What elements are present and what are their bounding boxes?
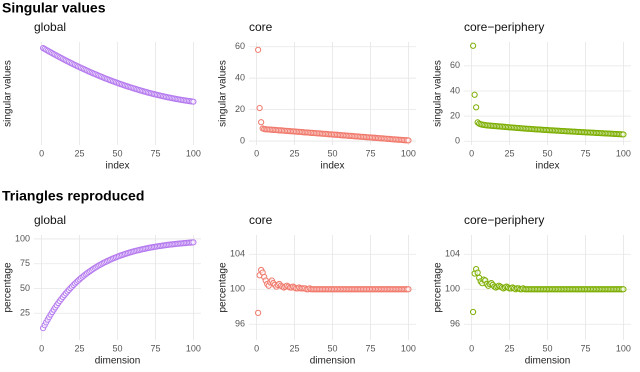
x-tick-label: 75	[580, 343, 590, 353]
panel-title: core−periphery	[464, 213, 544, 227]
x-axis-label: dimension	[310, 356, 356, 367]
point	[190, 98, 197, 105]
x-tick-label: 100	[401, 148, 416, 158]
x-tick-label: 25	[290, 148, 300, 158]
x-axis-label: index	[536, 161, 560, 172]
point	[255, 46, 262, 53]
x-tick-label: 0	[469, 148, 474, 158]
x-tick-label: 25	[505, 343, 515, 353]
y-tick-label: 75	[20, 258, 30, 268]
x-tick-label: 100	[616, 148, 631, 158]
point	[255, 309, 262, 316]
y-tick-label: 60	[235, 41, 245, 51]
x-tick-label: 25	[505, 148, 515, 158]
x-axis-label: index	[106, 161, 130, 172]
x-tick-label: 0	[469, 343, 474, 353]
x-tick-label: 0	[39, 148, 44, 158]
point	[620, 131, 627, 138]
x-axis-label: dimension	[95, 356, 141, 367]
panel-title: global	[34, 20, 66, 34]
y-axis-label: percentage	[433, 262, 444, 312]
y-tick-label: 60	[450, 60, 460, 70]
point	[620, 286, 627, 293]
x-tick-label: 25	[75, 148, 85, 158]
x-tick-label: 50	[542, 148, 552, 158]
point	[405, 286, 412, 293]
x-tick-label: 50	[327, 343, 337, 353]
x-tick-label: 100	[186, 343, 201, 353]
point	[471, 91, 478, 98]
x-axis-label: dimension	[525, 356, 571, 367]
y-tick-label: 104	[445, 249, 460, 259]
x-tick-label: 50	[112, 148, 122, 158]
y-tick-label: 0	[455, 136, 460, 146]
point	[190, 239, 197, 246]
y-axis-label: percentage	[3, 262, 14, 312]
y-tick-label: 0	[240, 135, 245, 145]
panel-title: core−periphery	[464, 20, 544, 34]
x-tick-label: 50	[542, 343, 552, 353]
y-tick-label: 100	[445, 284, 460, 294]
x-tick-label: 75	[580, 148, 590, 158]
y-tick-label: 100	[15, 233, 30, 243]
y-tick-label: 40	[450, 85, 460, 95]
point	[256, 104, 263, 112]
section-heading: Triangles reproduced	[2, 188, 144, 204]
x-tick-label: 50	[112, 343, 122, 353]
x-tick-label: 100	[186, 148, 201, 158]
y-tick-label: 50	[20, 283, 30, 293]
y-tick-label: 100	[230, 284, 245, 294]
x-tick-label: 100	[401, 343, 416, 353]
point	[258, 119, 265, 126]
panel-title: global	[34, 213, 66, 227]
y-tick-label: 40	[235, 73, 245, 83]
point	[474, 269, 481, 276]
x-axis-label: index	[321, 161, 345, 172]
x-tick-label: 25	[290, 343, 300, 353]
y-tick-label: 20	[450, 110, 460, 120]
y-tick-label: 104	[230, 249, 245, 259]
x-tick-label: 0	[254, 148, 259, 158]
x-tick-label: 50	[327, 148, 337, 158]
point	[470, 308, 477, 316]
y-axis-label: singular values	[218, 60, 229, 127]
x-tick-label: 0	[254, 343, 259, 353]
y-axis-label: singular values	[433, 60, 444, 127]
x-tick-label: 75	[365, 148, 375, 158]
y-tick-label: 25	[20, 308, 30, 318]
y-tick-label: 96	[235, 319, 245, 329]
panel-title: core	[249, 213, 273, 227]
y-axis-label: percentage	[218, 262, 229, 312]
x-tick-label: 75	[150, 148, 160, 158]
x-tick-label: 75	[150, 343, 160, 353]
x-tick-label: 75	[365, 343, 375, 353]
x-tick-label: 25	[75, 343, 85, 353]
y-tick-label: 96	[450, 319, 460, 329]
x-tick-label: 100	[616, 343, 631, 353]
section-heading: Singular values	[2, 0, 106, 16]
point	[473, 104, 480, 111]
y-axis-label: singular values	[3, 60, 14, 127]
y-tick-label: 20	[235, 104, 245, 114]
panel-title: core	[249, 20, 273, 34]
point	[470, 42, 477, 49]
point	[405, 137, 412, 144]
x-tick-label: 0	[39, 343, 44, 353]
